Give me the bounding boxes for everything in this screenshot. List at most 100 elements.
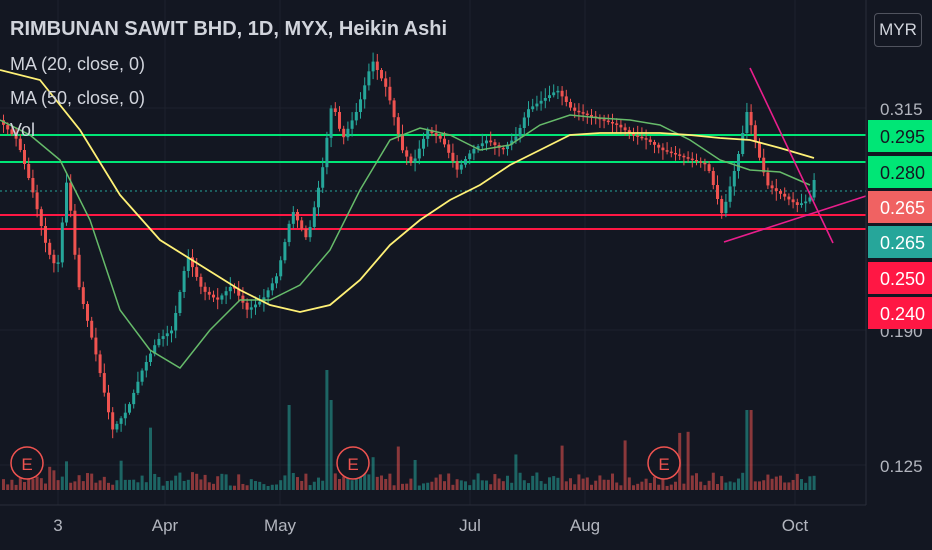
- time-axis[interactable]: 3 Apr May Jul Aug Oct: [0, 504, 866, 535]
- candle-body: [69, 182, 73, 211]
- volume-bar: [720, 476, 724, 490]
- candle-body: [766, 172, 770, 186]
- volume-bar: [602, 479, 606, 490]
- volume-bar: [94, 482, 98, 490]
- volume-bar: [745, 410, 749, 490]
- candle-body: [258, 301, 262, 305]
- volume-bar: [732, 482, 736, 490]
- volume-bar: [426, 482, 430, 490]
- time-tick-label: May: [264, 516, 297, 535]
- candle-body: [707, 164, 711, 171]
- volume-bar: [203, 474, 207, 490]
- candle-body: [644, 138, 648, 140]
- volume-bar: [18, 477, 22, 490]
- candle-body: [795, 202, 799, 205]
- candle-body: [350, 120, 354, 129]
- volume-bar: [606, 479, 610, 490]
- candle-body: [573, 107, 577, 111]
- volume-bar: [23, 482, 26, 490]
- earnings-marker: [336, 446, 370, 480]
- candle-body: [711, 171, 715, 185]
- ma20-line: [0, 114, 811, 369]
- volume-bar: [312, 481, 316, 490]
- volume-bar: [728, 481, 732, 490]
- candle-body: [31, 178, 35, 193]
- candle-body: [342, 128, 346, 138]
- candle-body: [132, 392, 136, 405]
- legend-ma50[interactable]: MA (50, close, 0): [10, 88, 146, 108]
- volume-bar: [485, 480, 488, 490]
- candle-body: [10, 129, 14, 135]
- volume-bar: [52, 470, 56, 490]
- candle-body: [224, 291, 228, 296]
- volume-bar: [123, 479, 127, 490]
- volume-bar: [472, 479, 476, 490]
- volume-bar: [380, 475, 383, 490]
- candle-body: [569, 102, 572, 108]
- volume-bar: [333, 473, 337, 490]
- candle-body: [149, 353, 152, 362]
- volume-bar: [800, 479, 803, 490]
- candle-body: [94, 337, 98, 355]
- candle-body: [564, 96, 568, 102]
- volume-bar: [741, 472, 745, 490]
- volume-bar: [186, 479, 190, 490]
- volume-bar: [115, 480, 119, 490]
- candle-body: [384, 78, 388, 87]
- volume-bar: [388, 473, 392, 490]
- volume-bar: [493, 474, 497, 490]
- volume-bar: [254, 481, 257, 490]
- volume-bar: [283, 475, 287, 490]
- candle-body: [438, 135, 442, 139]
- candle-body: [233, 287, 236, 289]
- volume-bar: [497, 478, 501, 490]
- volume-bar: [98, 480, 102, 490]
- candle-body: [522, 117, 526, 128]
- volume-bar: [644, 478, 648, 490]
- candle-body: [619, 124, 623, 128]
- candle-body: [804, 201, 808, 204]
- volume-bar: [405, 483, 409, 490]
- volume-bar: [31, 479, 35, 490]
- volume-bar: [346, 472, 350, 490]
- volume-bar: [275, 484, 278, 490]
- candle-body: [115, 423, 119, 430]
- legend-ma20[interactable]: MA (20, close, 0): [10, 54, 146, 74]
- legend-volume[interactable]: Vol: [10, 120, 36, 140]
- volume-bar: [648, 482, 652, 490]
- currency-button[interactable]: MYR: [874, 13, 922, 47]
- price-axis[interactable]: 0.3150.1900.1250.2950.2800.2650.2650.250…: [865, 0, 932, 550]
- candle-body: [648, 139, 652, 142]
- candle-body: [501, 147, 505, 150]
- volume-bar: [543, 483, 547, 490]
- volume-bar: [65, 461, 68, 490]
- volume-bar: [375, 476, 379, 490]
- candle-body: [39, 209, 43, 226]
- candle-body: [556, 90, 560, 93]
- volume-bar: [795, 473, 799, 490]
- volume-bar: [422, 483, 425, 490]
- volume-bar: [468, 485, 472, 490]
- candle-body: [527, 109, 530, 118]
- volume-bar: [296, 477, 299, 490]
- candle-body: [758, 142, 761, 158]
- candle-body: [283, 242, 287, 261]
- candle-body: [73, 210, 77, 255]
- candle-body: [459, 164, 463, 170]
- volume-bar: [724, 482, 728, 490]
- price-badge: [868, 262, 932, 294]
- volume-bar: [438, 474, 442, 490]
- volume-bar: [262, 484, 266, 490]
- candle-body: [52, 254, 56, 264]
- candle-body: [510, 140, 514, 145]
- candle-body: [690, 158, 694, 161]
- candle-body: [480, 143, 484, 147]
- volume-bar: [233, 485, 236, 490]
- candle-body: [770, 185, 774, 189]
- candle-body: [186, 257, 190, 271]
- candle-body: [346, 128, 350, 138]
- volume-bar: [44, 483, 47, 490]
- chart-title: RIMBUNAN SAWIT BHD, 1D, MYX, Heikin Ashi: [10, 18, 448, 40]
